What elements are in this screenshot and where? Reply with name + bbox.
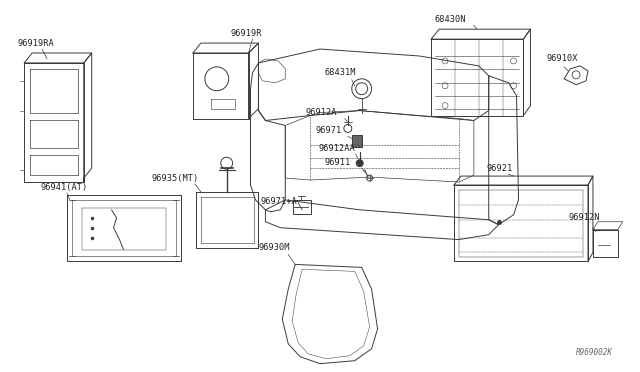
Text: 68431M: 68431M — [325, 68, 356, 77]
Text: 68430N: 68430N — [434, 15, 466, 24]
Text: 96910X: 96910X — [547, 54, 578, 64]
Text: 96921: 96921 — [487, 164, 513, 173]
Text: 96941(AT): 96941(AT) — [40, 183, 87, 192]
Text: 96919R: 96919R — [230, 29, 262, 38]
Text: 96971: 96971 — [315, 126, 341, 135]
Bar — [352, 135, 362, 147]
Text: 96912AA: 96912AA — [318, 144, 355, 153]
Text: 96971+A: 96971+A — [260, 198, 297, 206]
Text: 96912A: 96912A — [305, 108, 337, 117]
Text: 96919RA: 96919RA — [17, 39, 54, 48]
Text: R969002K: R969002K — [576, 348, 612, 357]
Text: 96911: 96911 — [325, 158, 351, 167]
Text: 96930M: 96930M — [259, 243, 290, 252]
Bar — [293, 200, 311, 214]
Circle shape — [356, 160, 363, 167]
Text: 96935(MT): 96935(MT) — [151, 174, 198, 183]
Text: 96912N: 96912N — [568, 213, 600, 222]
